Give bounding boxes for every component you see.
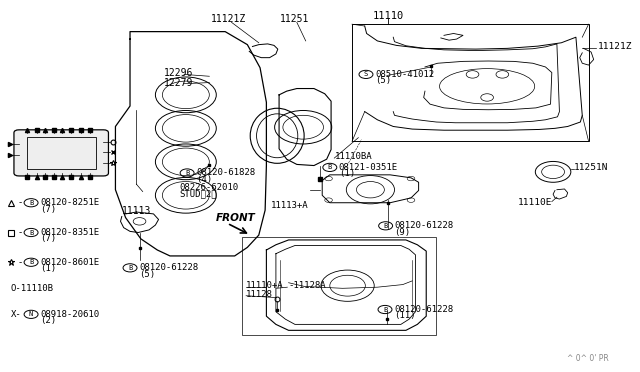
Text: 11128: 11128 [246,290,273,299]
Bar [27,137,96,169]
Text: 08120-8251E: 08120-8251E [40,198,99,207]
Text: 11251N: 11251N [574,163,609,172]
Text: B: B [328,164,332,170]
Text: -: - [19,258,22,267]
Text: 11121Z: 11121Z [211,15,246,24]
Text: O-11110B: O-11110B [11,284,54,293]
Text: (7): (7) [40,234,56,243]
Text: 08120-61228: 08120-61228 [139,263,198,272]
Text: B: B [29,259,33,265]
Text: X-: X- [11,310,22,319]
Text: 12296: 12296 [164,68,193,78]
Text: 08226-62010: 08226-62010 [179,183,239,192]
Bar [352,24,589,141]
Text: -11128A: -11128A [289,281,326,290]
Text: 11113+A: 11113+A [271,201,309,210]
Text: (5): (5) [139,270,155,279]
Text: 11110BA: 11110BA [335,153,372,161]
Text: (11): (11) [394,311,415,320]
Text: 12279: 12279 [164,78,193,87]
Text: 08120-8601E: 08120-8601E [40,258,99,267]
Text: 08120-8351E: 08120-8351E [40,228,99,237]
Text: (1): (1) [339,169,355,178]
FancyBboxPatch shape [14,130,108,176]
Text: B: B [128,265,132,271]
Text: STUD（2）: STUD（2） [179,190,217,199]
Text: 08121-0351E: 08121-0351E [339,163,398,172]
Text: 11110: 11110 [372,11,404,20]
Text: (9): (9) [394,228,411,237]
Text: B: B [29,230,33,235]
Text: (5): (5) [376,76,392,85]
Text: -: - [19,228,22,237]
Bar [243,237,436,335]
Text: 08510-41012: 08510-41012 [376,70,435,79]
Text: (2): (2) [40,316,56,325]
Text: 08120-61228: 08120-61228 [394,221,454,230]
Text: (1): (1) [40,264,56,273]
Text: -: - [19,198,22,207]
Text: (7): (7) [40,205,56,214]
Text: 08120-61228: 08120-61228 [394,305,453,314]
Text: B: B [185,170,189,176]
Text: 11113: 11113 [122,206,151,216]
Text: B: B [383,223,388,229]
Text: 11121Z: 11121Z [598,42,632,51]
Text: N: N [29,311,33,317]
Text: 11251: 11251 [280,15,310,24]
Text: 11110E: 11110E [517,198,552,207]
Text: S: S [364,71,368,77]
Text: 08918-20610: 08918-20610 [40,310,99,319]
Text: (4): (4) [196,175,212,184]
Text: 11110+A: 11110+A [246,281,284,290]
Text: FRONT: FRONT [216,213,255,222]
Text: B: B [383,307,387,312]
Text: B: B [29,200,33,206]
Text: ^ 0^ 0' PR: ^ 0^ 0' PR [567,355,609,363]
Text: 08120-61828: 08120-61828 [196,169,255,177]
